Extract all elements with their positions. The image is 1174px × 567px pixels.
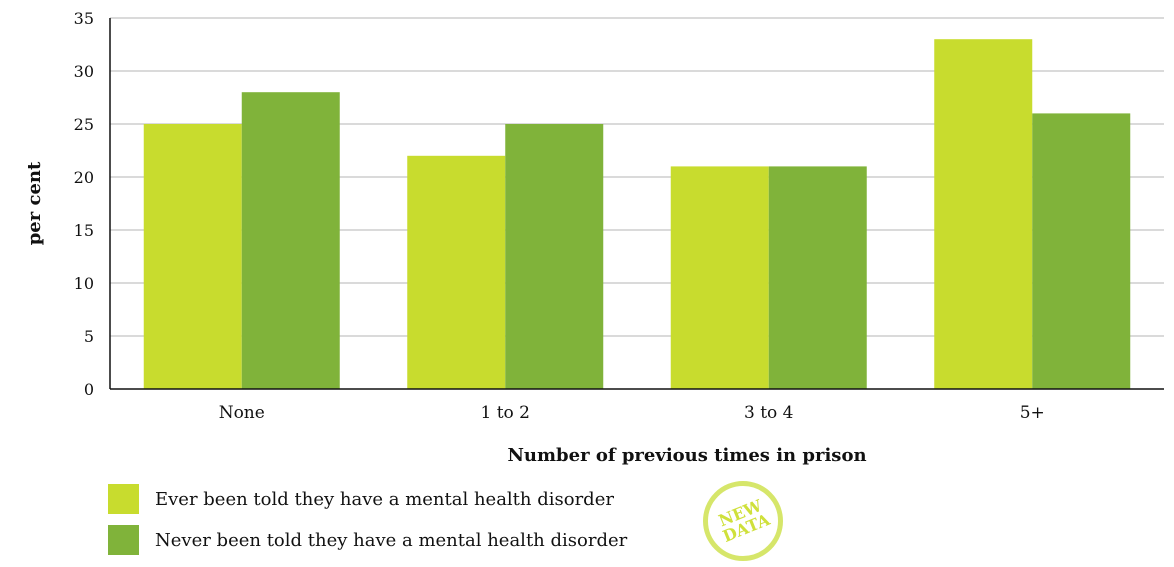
y-tick-label: 35	[74, 9, 94, 28]
y-axis-title: per cent	[24, 161, 45, 245]
y-tick-label: 25	[74, 115, 94, 134]
legend-item-ever: Ever been told they have a mental health…	[108, 484, 627, 514]
legend-label-ever: Ever been told they have a mental health…	[155, 488, 614, 510]
legend: Ever been told they have a mental health…	[108, 484, 627, 566]
y-tick-label: 20	[74, 168, 94, 187]
bar-ever-2	[670, 166, 769, 389]
new-data-badge-text: NEW DATA	[715, 495, 773, 546]
legend-swatch-never	[108, 525, 139, 555]
axes	[109, 18, 1164, 390]
x-axis-title: Number of previous times in prison	[507, 445, 866, 466]
tick-labels: 0 5 10 15 20 25 30 35 None 1 to 2 3 to 4 5+	[74, 9, 1045, 423]
y-tick-label: 15	[74, 221, 94, 240]
y-tick-label: 10	[74, 274, 94, 293]
bar-never-3	[1032, 113, 1131, 390]
y-tick-label: 0	[84, 380, 94, 399]
y-tick-label: 5	[84, 327, 94, 346]
legend-item-never: Never been told they have a mental healt…	[108, 525, 627, 555]
bar-ever-1	[407, 155, 506, 389]
bar-never-0	[241, 92, 340, 389]
x-tick-label: 1 to 2	[480, 403, 530, 423]
x-tick-label: 3 to 4	[744, 403, 794, 423]
bar-ever-3	[934, 39, 1033, 389]
legend-label-never: Never been told they have a mental healt…	[155, 529, 628, 551]
bar-chart: 0 5 10 15 20 25 30 35 None 1 to 2 3 to 4 5+ per cen…	[24, 9, 1164, 466]
bar-ever-0	[143, 124, 242, 389]
x-tick-label: 5+	[1020, 403, 1045, 423]
bar-never-1	[505, 124, 604, 389]
legend-swatch-ever	[108, 484, 139, 514]
new-data-badge: NEW DATA	[703, 481, 783, 561]
y-tick-label: 30	[74, 62, 94, 81]
bars	[143, 39, 1131, 390]
x-tick-label: None	[219, 403, 265, 423]
bar-never-2	[768, 166, 867, 389]
